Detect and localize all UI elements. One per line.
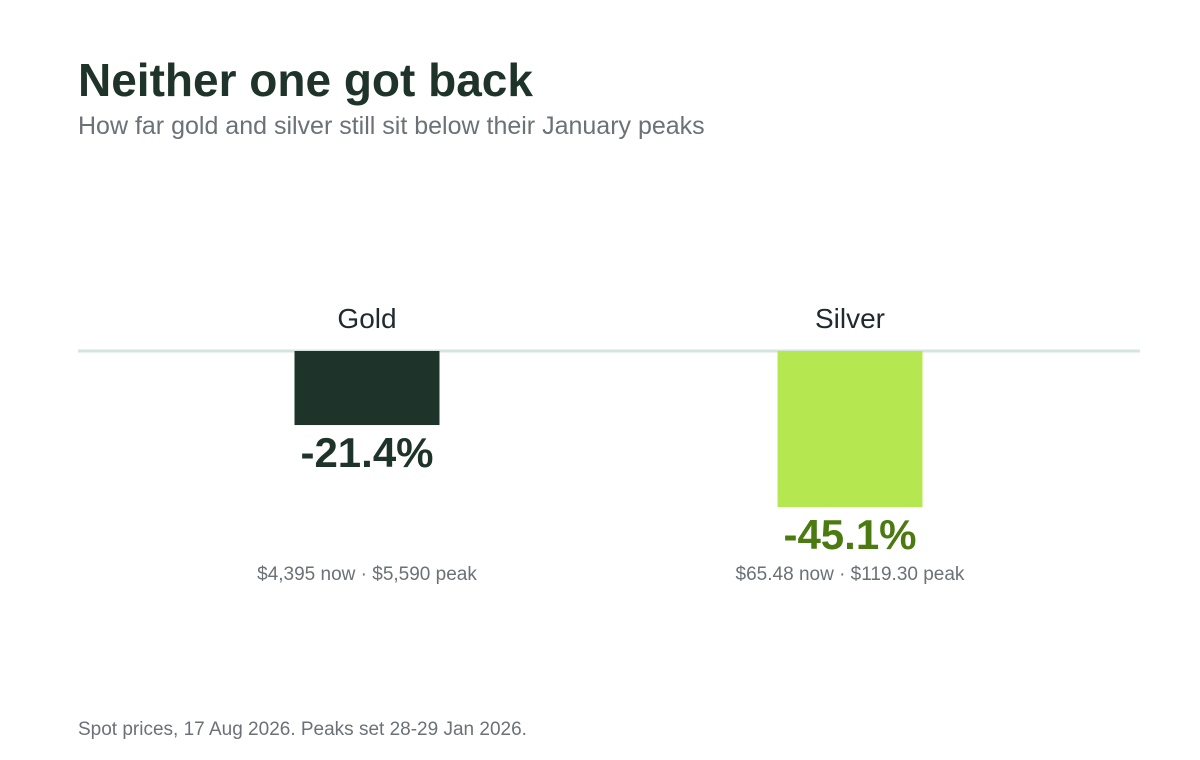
chart-subtitle: How far gold and silver still sit below …	[78, 112, 705, 140]
footnote: Spot prices, 17 Aug 2026. Peaks set 28-2…	[78, 719, 527, 740]
chart-title: Neither one got back	[78, 54, 533, 106]
price-detail-silver: $65.48 now · $119.30 peak	[736, 564, 965, 585]
value-label-silver: -45.1%	[783, 511, 916, 558]
bar-gold	[294, 351, 440, 426]
value-label-gold: -21.4%	[300, 429, 433, 476]
bar-silver	[777, 351, 923, 508]
price-detail-gold: $4,395 now · $5,590 peak	[257, 564, 477, 585]
category-label-silver: Silver	[815, 303, 885, 334]
category-label-gold: Gold	[337, 303, 396, 334]
